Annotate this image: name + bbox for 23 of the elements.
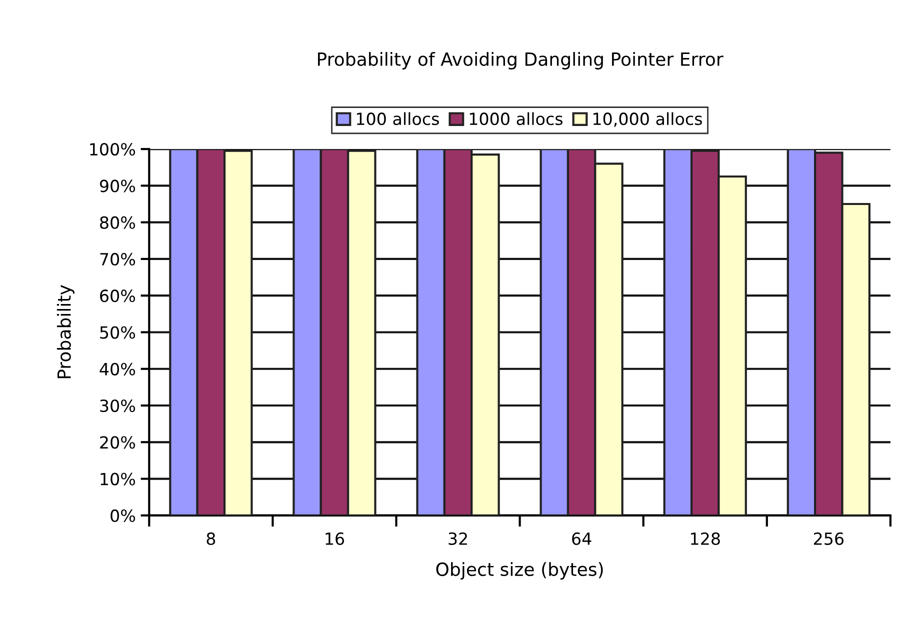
x-tick-label: 128 bbox=[691, 532, 720, 545]
y-axis-title: Probability bbox=[56, 285, 74, 378]
y-tick-label: 0% bbox=[110, 509, 136, 522]
y-tick-label: 80% bbox=[100, 216, 136, 229]
x-tick-label: 256 bbox=[814, 532, 844, 545]
y-tick-label: 90% bbox=[100, 180, 136, 192]
y-tick-label: 30% bbox=[100, 399, 136, 412]
x-tick-label: 16 bbox=[326, 532, 344, 545]
y-tick-label: 20% bbox=[100, 436, 136, 449]
x-tick-label: 8 bbox=[206, 532, 216, 545]
y-tick-label: 70% bbox=[100, 252, 136, 266]
y-tick-label: 100% bbox=[90, 143, 136, 156]
legend-label: 100 allocs bbox=[356, 112, 439, 126]
x-axis-title: Object size (bytes) bbox=[436, 562, 603, 580]
y-tick-label: 60% bbox=[100, 290, 136, 302]
chart-title: Probability of Avoiding Dangling Pointer Error bbox=[318, 52, 724, 70]
x-tick-label: 64 bbox=[572, 532, 592, 545]
y-tick-label: 10% bbox=[100, 472, 136, 486]
legend-label: 10,000 allocs bbox=[593, 112, 702, 127]
x-tick-label: 32 bbox=[448, 532, 467, 545]
legend-label: 1000 allocs bbox=[470, 112, 563, 126]
y-tick-label: 40% bbox=[100, 362, 136, 376]
y-tick-label: 50% bbox=[100, 326, 136, 339]
